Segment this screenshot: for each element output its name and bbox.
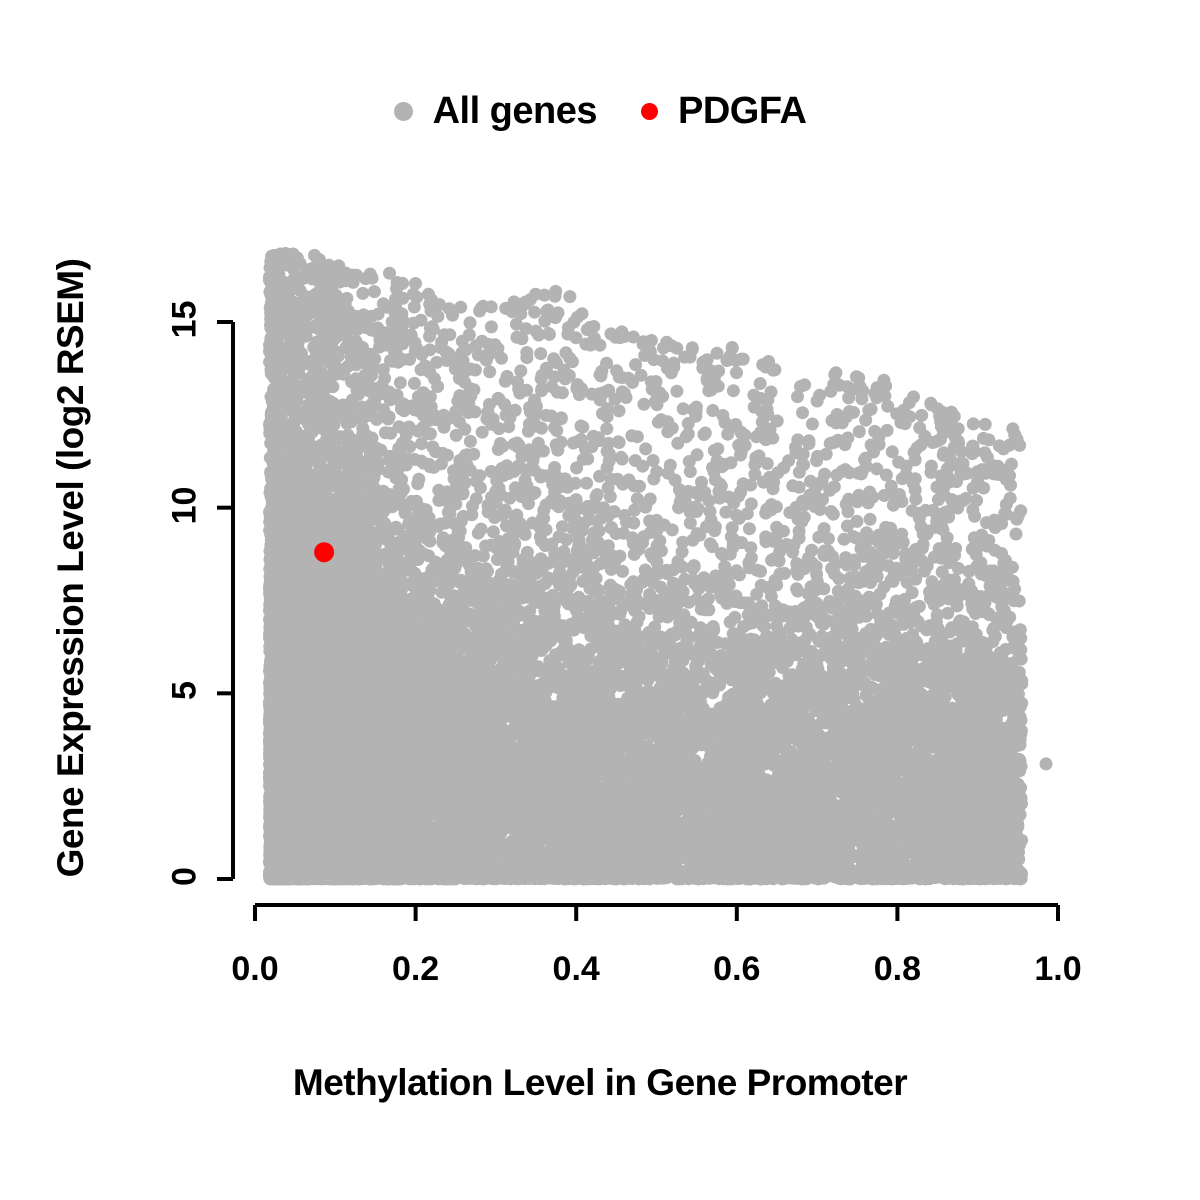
legend-entry-all-genes: All genes	[393, 90, 598, 132]
axes-layer	[217, 320, 1060, 921]
x-tick-label-0-2: 0.2	[391, 950, 440, 988]
y-tick-label-10: 10	[165, 486, 204, 525]
y-tick-label-15: 15	[165, 300, 204, 339]
y-tick-label-5: 5	[165, 681, 204, 701]
legend-marker-gray-circle-icon	[393, 101, 413, 121]
x-tick-label-0-0: 0.0	[231, 950, 279, 988]
x-tick-label-0-4: 0.4	[552, 950, 600, 988]
legend-marker-red-circle-icon	[641, 102, 659, 120]
data-points-layer	[263, 247, 1053, 886]
y-tick-label-0: 0	[165, 867, 204, 886]
x-tick-label-0-6: 0.6	[713, 950, 761, 988]
highlight-point-layer	[314, 542, 335, 563]
legend-label-pdgfa: PDGFA	[678, 90, 807, 132]
x-axis-title: Methylation Level in Gene Promoter	[292, 1062, 908, 1103]
legend-entry-pdgfa: PDGFA	[641, 90, 807, 132]
y-axis-title: Gene Expression Level (log2 RSEM)	[50, 258, 91, 878]
chart-legend: All genes PDGFA	[0, 80, 1200, 142]
legend-label-all-genes: All genes	[432, 90, 598, 132]
pdgfa-data-point	[314, 542, 335, 563]
x-tick-label-1-0: 1.0	[1034, 950, 1082, 988]
x-tick-label-0-8: 0.8	[873, 950, 922, 988]
